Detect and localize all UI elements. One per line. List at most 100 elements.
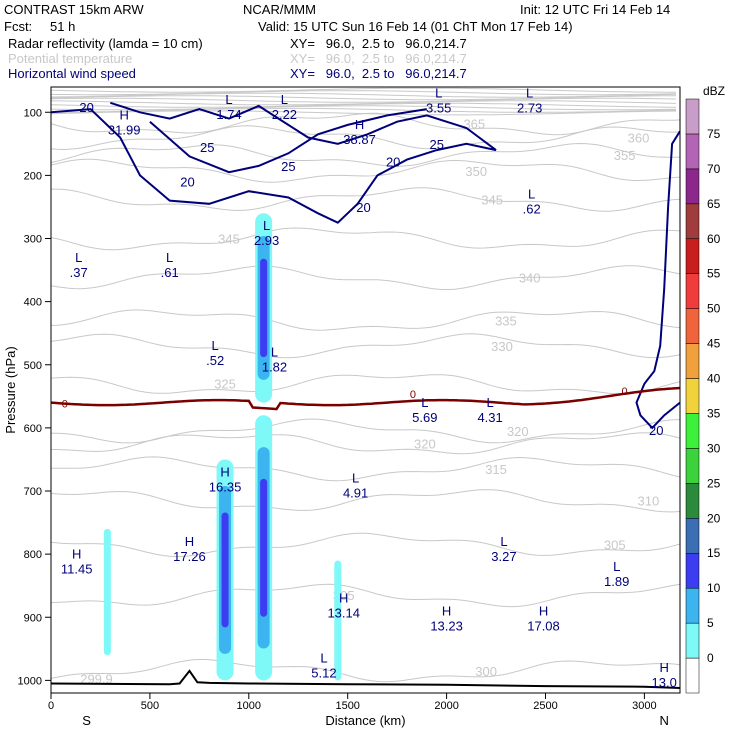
south-end-label: S <box>82 713 91 728</box>
colorbar-swatch <box>685 98 700 135</box>
colorbar-swatch <box>685 518 700 554</box>
theta-contour <box>51 374 680 395</box>
extremum-marker: L <box>75 250 82 265</box>
extremum-marker: L <box>320 651 327 666</box>
extremum-value: 5.69 <box>412 410 437 425</box>
model-title: CONTRAST 15km ARW <box>4 2 144 17</box>
theta-contour-label: 365 <box>463 117 485 132</box>
theta-contour <box>51 102 677 108</box>
colorbar-swatch <box>685 448 700 484</box>
extremum-marker: L <box>281 92 288 107</box>
extremum-value: 31.99 <box>108 123 141 138</box>
colorbar-swatch <box>685 203 700 240</box>
extremum-marker: H <box>119 108 128 123</box>
colorbar-tick-label: 15 <box>707 546 721 560</box>
colorbar-swatch <box>685 308 700 344</box>
theta-contour <box>51 659 680 683</box>
extremum-value: 38.87 <box>343 132 376 147</box>
extremum-value: 1.74 <box>216 107 241 122</box>
wind-contour-label: 20 <box>180 175 194 190</box>
theta-contour <box>51 489 680 513</box>
north-end-label: N <box>659 713 668 728</box>
extremum-marker: L <box>421 395 428 410</box>
theta-contour-label: 320 <box>414 437 436 452</box>
colorbar-tick-label: 50 <box>707 302 721 316</box>
field-reflectivity-name: Radar reflectivity (lamda = 10 cm) <box>8 36 203 51</box>
reflectivity-cell <box>103 528 111 656</box>
theta-contour <box>51 142 680 167</box>
extremum-value: 4.91 <box>343 486 368 501</box>
extremum-marker: L <box>500 534 507 549</box>
org-label: NCAR/MMM <box>243 2 316 17</box>
theta-contour <box>51 187 680 212</box>
y-tick-label: 800 <box>24 549 42 561</box>
wind-speed-contour <box>149 108 427 174</box>
y-tick-label: 400 <box>24 297 42 309</box>
extremum-marker: L <box>613 559 620 574</box>
x-tick-label: 2000 <box>434 700 458 712</box>
extremum-marker: L <box>352 471 359 486</box>
extremum-value: 11.45 <box>61 561 93 576</box>
colorbar-swatch <box>685 622 700 659</box>
extremum-value: 1.89 <box>604 574 629 589</box>
wind-contour-label: 20 <box>356 200 370 215</box>
extremum-value: 2.93 <box>254 233 279 248</box>
colorbar-tick-label: 25 <box>707 476 721 490</box>
theta-contour-label: 325 <box>214 377 236 392</box>
theta-contour <box>51 100 677 106</box>
freezing-level-line <box>51 386 680 411</box>
extremum-value: 13.23 <box>430 618 463 633</box>
extremum-value: 5.12 <box>311 666 336 681</box>
extremum-value: .62 <box>523 202 541 217</box>
colorbar-tick-label: 60 <box>707 232 721 246</box>
wind-contour-label: 25 <box>429 137 443 152</box>
field-reflectivity-xy: XY= 96.0, 2.5 to 96.0,214.7 <box>290 36 467 51</box>
extremum-value: 17.08 <box>527 618 560 633</box>
extremum-marker: L <box>486 395 493 410</box>
colorbar-tick-label: 20 <box>707 511 721 525</box>
extremum-value: 13.0 <box>652 675 677 690</box>
extremum-value: .61 <box>161 265 179 280</box>
y-tick-label: 100 <box>24 107 42 119</box>
wind-contour-label: 25 <box>281 159 295 174</box>
reflectivity-cell <box>260 258 268 358</box>
theta-contour <box>51 105 677 111</box>
theta-contour <box>51 309 680 331</box>
theta-contour <box>51 90 677 96</box>
freezing-level-label: 0 <box>62 399 68 411</box>
wind-speed-contour <box>51 101 497 224</box>
colorbar-swatch <box>685 238 700 274</box>
freezing-level-label: 0 <box>410 389 416 401</box>
y-tick-label: 900 <box>24 612 42 624</box>
wind-contour-label: 25 <box>200 140 214 155</box>
theta-contour-label: 350 <box>465 164 487 179</box>
extremum-marker: L <box>528 187 535 202</box>
theta-contour <box>51 158 680 183</box>
extremum-marker: H <box>185 534 194 549</box>
x-tick-label: 500 <box>141 700 159 712</box>
colorbar-swatch <box>685 133 700 170</box>
x-tick-label: 1500 <box>335 700 359 712</box>
theta-contour <box>51 456 680 482</box>
extremum-marker: H <box>355 117 364 132</box>
colorbar-tick-label: 35 <box>707 406 721 420</box>
wind-contour-label: 20 <box>79 100 93 115</box>
theta-contour-label: 345 <box>481 192 503 207</box>
theta-contour <box>51 87 676 93</box>
extremum-value: 2.73 <box>517 101 542 116</box>
theta-contour <box>51 107 677 113</box>
terrain-line <box>51 669 680 689</box>
extremum-value: 4.31 <box>477 410 502 425</box>
colorbar-tick-label: 0 <box>707 651 714 665</box>
colorbar-tick-label: 65 <box>707 197 721 211</box>
colorbar-swatch <box>685 273 700 309</box>
theta-contour-label: 330 <box>491 339 513 354</box>
extremum-value: .37 <box>70 265 88 280</box>
fcst-value: 51 h <box>50 19 76 34</box>
colorbar-swatch <box>685 587 700 624</box>
valid-time: Valid: 15 UTC Sun 16 Feb 14 (01 ChT Mon … <box>258 19 573 34</box>
extremum-marker: H <box>539 603 548 618</box>
colorbar-swatch <box>685 168 700 205</box>
